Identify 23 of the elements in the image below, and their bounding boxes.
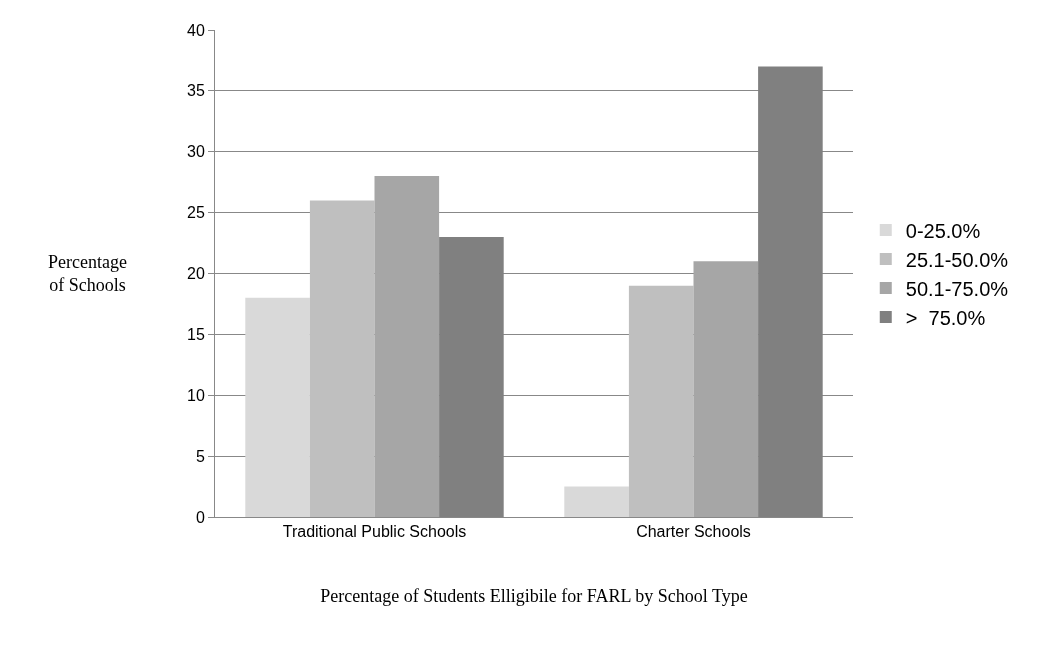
bar: [309, 200, 375, 517]
y-tick-label: 35: [187, 82, 205, 100]
y-tick-label: 15: [187, 325, 205, 343]
legend-label: > 75.0%: [905, 306, 986, 329]
legend-label: 0-25.0%: [905, 219, 981, 242]
y-tick-label: 0: [195, 508, 205, 526]
y-tick-label: 5: [195, 447, 205, 465]
bar: [245, 297, 310, 517]
y-tick-label: 10: [187, 386, 205, 404]
x-tick-label: Charter Schools: [636, 523, 751, 541]
y-tick-label: 20: [187, 265, 205, 283]
y-tick-label: 25: [187, 204, 205, 222]
legend-label: 50.1-75.0%: [905, 277, 1009, 300]
bar: [374, 176, 440, 517]
x-axis-title: Percentage of Students Elligibile for FARL by School Type: [320, 586, 748, 607]
y-tick-label: 40: [187, 21, 205, 39]
y-tick-label: 30: [187, 143, 205, 161]
bar: [693, 261, 759, 517]
x-tick-label: Traditional Public Schools: [282, 523, 467, 541]
legend-label: 25.1-50.0%: [905, 248, 1009, 271]
y-axis-title: Percentage of Schools: [48, 252, 127, 296]
bar: [628, 285, 694, 517]
bar: [564, 486, 629, 517]
